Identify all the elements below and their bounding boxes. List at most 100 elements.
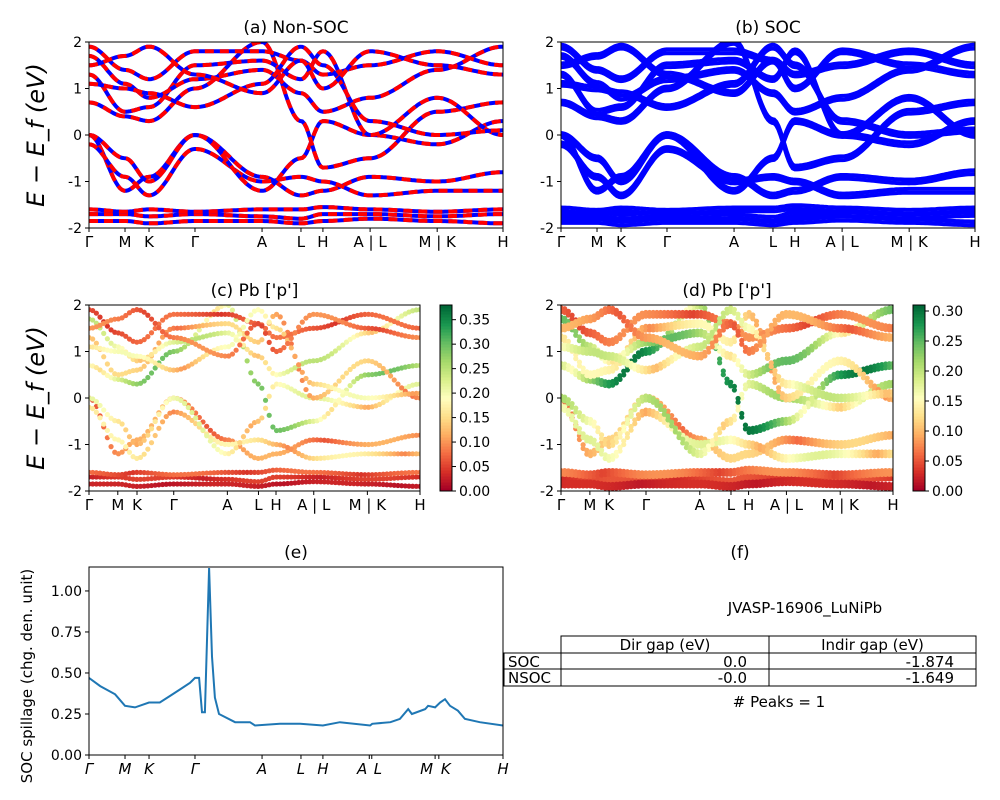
band-point: [170, 472, 177, 478]
band-point: [299, 369, 305, 375]
band-point: [189, 417, 195, 423]
band-point: [654, 410, 660, 416]
band-point: [251, 437, 258, 443]
band-point: [215, 469, 221, 476]
band-point: [835, 473, 841, 480]
plot-area: [89, 42, 503, 226]
band-point: [805, 478, 811, 484]
band-point: [170, 311, 177, 317]
table-cell: [768, 668, 977, 687]
band-point: [794, 481, 800, 487]
band-point: [354, 441, 361, 447]
colorbar-segment: [913, 380, 925, 384]
band-point: [827, 443, 833, 449]
band-point: [384, 451, 390, 457]
colorbar-segment: [440, 335, 452, 339]
band-point: [373, 476, 379, 482]
colorbar-tick-label: 0.10: [932, 424, 963, 440]
band-point: [812, 340, 819, 346]
band-point: [104, 427, 110, 434]
band-point: [576, 325, 583, 331]
band-point: [809, 482, 815, 488]
band-point: [879, 485, 885, 491]
band-point: [602, 471, 608, 478]
band-point: [783, 477, 789, 483]
band-point: [809, 395, 815, 401]
band-point: [816, 473, 822, 479]
band-point: [310, 469, 316, 475]
band-point: [288, 474, 294, 480]
band-point: [569, 413, 575, 419]
band-point: [750, 349, 756, 355]
y-tick-label: 0: [545, 128, 554, 144]
band-point: [849, 453, 856, 459]
band-point: [351, 481, 357, 487]
band-point: [156, 425, 162, 431]
y-tick-label: 1: [545, 82, 554, 98]
colorbar-segment: [913, 395, 925, 399]
band-point: [875, 468, 881, 474]
band-point: [569, 483, 575, 489]
band-point: [794, 477, 800, 483]
band-point: [661, 483, 667, 489]
band-point: [229, 449, 236, 455]
band-point: [643, 341, 649, 347]
band-point: [417, 325, 420, 331]
band-point: [654, 479, 660, 485]
band-point: [598, 447, 605, 453]
band-point: [820, 473, 826, 479]
band-point: [801, 349, 808, 355]
band-point: [646, 313, 653, 319]
band-point: [801, 477, 808, 484]
band-point: [772, 481, 778, 487]
band-point: [665, 473, 671, 479]
band-point: [868, 313, 874, 320]
band-point: [883, 471, 889, 477]
band-point: [207, 438, 213, 444]
panel-f: (f) JVASP-16906_LuNiPb Dir gap (eV) Indir g…: [503, 543, 977, 711]
band-point: [354, 471, 361, 478]
colorbar-segment: [440, 389, 452, 393]
band-point: [720, 323, 726, 329]
band-point: [643, 483, 649, 489]
band-point: [621, 350, 627, 356]
band-point: [742, 479, 749, 485]
band-point: [824, 361, 830, 368]
band-point: [875, 472, 881, 478]
band-point: [628, 413, 634, 419]
band-point: [728, 471, 734, 477]
band-point: [776, 477, 782, 483]
band-point: [343, 370, 350, 376]
band-point: [281, 345, 287, 351]
band-point: [384, 369, 390, 375]
band-point: [838, 373, 844, 380]
band-point: [395, 315, 401, 321]
band-point: [167, 472, 173, 478]
band-point: [93, 474, 99, 480]
band-point: [112, 472, 118, 478]
band-point: [358, 441, 364, 447]
colorbar-segment: [440, 428, 452, 432]
band-point: [137, 366, 144, 372]
panel-title: (c) Pb ['p']: [211, 281, 299, 301]
band-point: [310, 311, 316, 317]
y-axis-label: SOC spillage (chg. den. unit): [18, 569, 36, 784]
x-tick-label: M: [119, 760, 132, 778]
band-point: [314, 474, 320, 480]
band-point: [624, 318, 631, 325]
band-point: [838, 393, 844, 399]
band-point: [672, 479, 678, 485]
band-point: [628, 409, 634, 416]
band-line-red-dashed: [89, 42, 503, 170]
band-point: [864, 453, 870, 459]
band-point: [108, 481, 114, 487]
band-point: [794, 468, 800, 474]
band-point: [694, 471, 701, 477]
x-tick-label: A: [257, 233, 268, 251]
band-point: [860, 484, 867, 490]
band-point: [369, 451, 375, 457]
band-point: [753, 483, 760, 489]
band-point: [296, 324, 302, 330]
band-point: [406, 474, 412, 480]
band-point: [838, 473, 844, 480]
